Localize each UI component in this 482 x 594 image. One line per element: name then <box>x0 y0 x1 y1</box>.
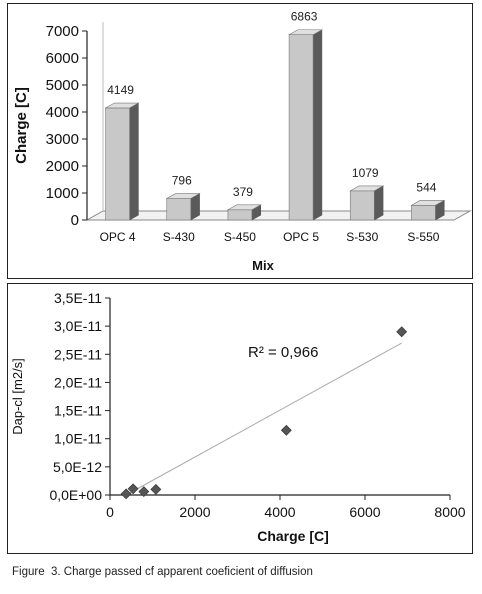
x-tick-label: S-550 <box>407 230 439 244</box>
y-tick-label: 3000 <box>46 131 79 148</box>
bar-top <box>165 193 201 199</box>
y-axis-title: Charge [C] <box>13 87 30 164</box>
y-tick-label: 3,5E-11 <box>54 290 102 306</box>
y-tick-label: 1,0E-11 <box>54 431 102 447</box>
y-tick-label: 1000 <box>46 185 79 202</box>
data-point <box>396 326 408 338</box>
x-tick-label: S-450 <box>224 230 256 244</box>
x-axis-title: Mix <box>252 258 274 273</box>
x-tick-label: S-530 <box>346 230 378 244</box>
bar-value-label: 379 <box>233 185 253 199</box>
bar-side <box>373 185 384 221</box>
x-tick-label: 6000 <box>349 504 380 520</box>
bar-front <box>227 209 253 221</box>
bar-value-label: 544 <box>416 180 436 194</box>
y-tick-label: 2,0E-11 <box>54 374 102 390</box>
x-tick-label: 4000 <box>264 504 295 520</box>
bar-side <box>312 29 323 221</box>
x-tick-label: OPC 4 <box>100 230 136 244</box>
bar-s-550 <box>410 199 446 221</box>
bar-value-label: 6863 <box>291 10 318 24</box>
bar-front <box>105 107 130 221</box>
bar-chart: 0 1000 2000 3000 4000 5000 6000 7000 4149 OPC 4 79… <box>13 10 472 273</box>
y-tick-label: 3,0E-11 <box>54 318 102 334</box>
y-tick-label: 7000 <box>46 23 79 40</box>
data-point <box>280 424 292 436</box>
bar-value-label: 4149 <box>107 83 134 97</box>
x-tick-label: 2000 <box>179 504 210 520</box>
x-tick-label: OPC 5 <box>283 230 319 244</box>
bar-side <box>129 102 139 221</box>
x-axis-title: Charge [C] <box>257 528 329 544</box>
data-point <box>138 486 150 498</box>
bar-top <box>226 204 262 211</box>
bar-top <box>104 102 140 109</box>
scatter-chart-panel: 0,0E+00 5,0E-12 1,0E-11 1,5E-11 2,0E-11 2,5E-… <box>7 283 473 554</box>
y-tick-label: 0 <box>71 212 79 229</box>
bar-chart-panel: 0 1000 2000 3000 4000 5000 6000 7000 4149 OPC 4 79… <box>7 3 473 279</box>
y-tick-label: 2,5E-11 <box>54 346 102 362</box>
bar-value-label: 796 <box>172 174 192 188</box>
r-squared-annotation: R² = 0,966 <box>248 344 318 361</box>
x-tick-label: 8000 <box>434 504 465 520</box>
y-axis-title: Dap-cl [m2/s] <box>10 358 25 435</box>
bar-front <box>411 205 436 221</box>
bar-top <box>287 29 324 35</box>
y-tick-label: 1,5E-11 <box>54 403 102 419</box>
bar-s-450 <box>226 204 262 221</box>
bar-s-530 <box>349 185 385 221</box>
data-point <box>120 488 132 500</box>
bar-front <box>288 34 314 221</box>
scatter-chart: 0,0E+00 5,0E-12 1,0E-11 1,5E-11 2,0E-11 2,5E-… <box>10 290 466 544</box>
bar-front <box>349 190 375 221</box>
y-tick-label: 5000 <box>46 77 79 94</box>
trendline <box>125 342 402 496</box>
x-tick-label: 0 <box>106 504 114 520</box>
bar-s-430 <box>165 193 201 221</box>
bar-top <box>410 200 446 206</box>
data-point <box>150 483 162 495</box>
bar-top <box>349 185 385 192</box>
x-tick-label: S-430 <box>163 230 195 244</box>
bar-front <box>166 198 192 221</box>
figure-caption: Figure 3. Charge passed cf apparent coef… <box>12 566 313 578</box>
bar-opc-5 <box>287 29 324 221</box>
y-tick-label: 0,0E+00 <box>49 487 102 503</box>
y-tick-label: 4000 <box>46 104 79 121</box>
y-tick-label: 2000 <box>46 158 79 175</box>
y-tick-label: 6000 <box>46 50 79 67</box>
y-tick-label: 5,0E-12 <box>53 459 102 475</box>
data-point <box>127 483 139 495</box>
bar-opc-4 <box>104 102 140 221</box>
bar-value-label: 1079 <box>352 166 379 180</box>
